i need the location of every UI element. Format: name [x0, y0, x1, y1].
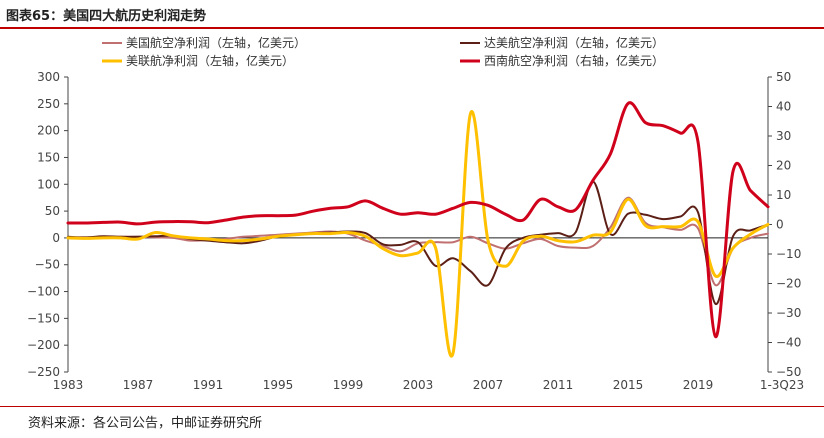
right-axis-tick-label: −10 — [776, 247, 801, 261]
left-axis-tick-label: 200 — [37, 124, 60, 138]
x-axis-tick-label: 1983 — [53, 378, 84, 392]
x-axis-tick-label: 1999 — [333, 378, 364, 392]
footer-divider — [0, 406, 824, 407]
x-axis-tick-label: 1987 — [123, 378, 154, 392]
legend-label: 达美航空净利润（左轴，亿美元） — [484, 35, 664, 50]
chart-title: 图表65：美国四大航历史利润走势 — [6, 9, 207, 24]
source-note: 资料来源：各公司公告，中邮证券研究所 — [28, 416, 263, 431]
x-axis-tick-label: 2003 — [403, 378, 434, 392]
right-axis-tick-label: −40 — [776, 336, 801, 350]
left-axis-tick-label: 150 — [37, 150, 60, 164]
x-axis-tick-label: 1991 — [193, 378, 224, 392]
chart-axes: 300250200150100500−50−100−150−200−250504… — [27, 70, 804, 392]
series-line-1 — [67, 180, 769, 305]
title-divider — [0, 27, 824, 29]
right-axis-tick-label: 30 — [776, 129, 791, 143]
left-axis-tick-label: −250 — [27, 365, 60, 379]
left-axis-tick-label: −50 — [35, 258, 60, 272]
legend-label: 美国航空净利润（左轴，亿美元） — [126, 35, 306, 50]
x-axis-tick-label: 1-3Q23 — [760, 378, 804, 392]
x-axis-tick-label: 2019 — [683, 378, 714, 392]
line-chart: 美国航空净利润（左轴，亿美元） 达美航空净利润（左轴，亿美元） 美联航净利润（左轴，… — [27, 35, 804, 392]
x-axis-tick-label: 1995 — [263, 378, 294, 392]
left-axis-tick-label: 50 — [45, 204, 60, 218]
legend-label: 西南航空净利润（右轴，亿美元） — [484, 53, 664, 68]
legend-label: 美联航净利润（左轴，亿美元） — [126, 53, 294, 68]
chart-series — [66, 101, 770, 358]
right-axis-tick-label: 10 — [776, 188, 791, 202]
left-axis-tick-label: −200 — [27, 338, 60, 352]
left-axis-tick-label: 100 — [37, 177, 60, 191]
right-axis-tick-label: 40 — [776, 100, 791, 114]
x-axis-tick-label: 2011 — [543, 378, 574, 392]
x-axis-tick-label: 2015 — [613, 378, 644, 392]
chart-title-bar: 图表65：美国四大航历史利润走势 — [0, 0, 824, 27]
left-axis-tick-label: 300 — [37, 70, 60, 84]
chart-legend: 美国航空净利润（左轴，亿美元） 达美航空净利润（左轴，亿美元） 美联航净利润（左轴，… — [102, 35, 664, 68]
right-axis-tick-label: −30 — [776, 306, 801, 320]
right-axis-tick-label: 20 — [776, 159, 791, 173]
right-axis-tick-label: 0 — [776, 218, 784, 232]
left-axis-tick-label: −100 — [27, 285, 60, 299]
left-axis-tick-label: −150 — [27, 311, 60, 325]
right-axis-tick-label: −20 — [776, 277, 801, 291]
right-axis-tick-label: 50 — [776, 70, 791, 84]
left-axis-tick-label: 0 — [52, 231, 60, 245]
series-line-3 — [66, 101, 770, 339]
series-line-2 — [66, 110, 770, 358]
x-axis-tick-label: 2007 — [473, 378, 504, 392]
left-axis-tick-label: 250 — [37, 97, 60, 111]
right-axis-tick-label: −50 — [776, 365, 801, 379]
